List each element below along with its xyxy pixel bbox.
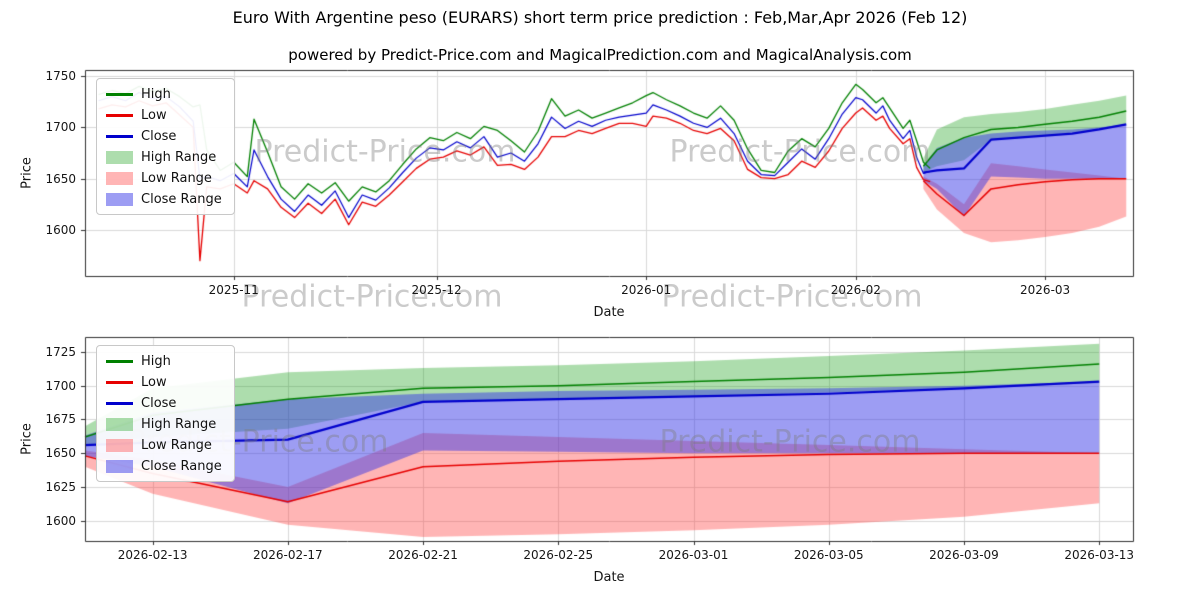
legend-patch-swatch: [106, 150, 133, 164]
legend-item: Low Range: [106, 437, 222, 453]
y-tick-label: 1625: [45, 479, 76, 494]
legend-item: Close Range: [106, 191, 222, 207]
watermark-text: Predict-Price.com: [669, 134, 931, 170]
legend-label: High: [141, 353, 171, 369]
y-axis-label: Price: [19, 423, 35, 455]
legend-label: Low Range: [141, 437, 212, 453]
y-tick-label: 1600: [45, 513, 76, 528]
watermark-text: Predict-Price.com: [241, 279, 503, 315]
x-tick-label: 2026-02-17: [252, 548, 323, 562]
legend-patch-swatch: [106, 459, 133, 473]
x-tick-label: 2026-03-05: [793, 548, 864, 562]
legend-line-swatch: [106, 134, 133, 138]
x-tick-label: 2026-02-25: [523, 548, 594, 562]
legend-item: Close: [106, 395, 222, 411]
x-axis-label: Date: [593, 570, 625, 585]
legend-line-swatch: [106, 359, 133, 363]
legend-label: Low: [141, 107, 167, 123]
legend-line-swatch: [106, 113, 133, 117]
y-tick-label: 1675: [45, 412, 76, 427]
y-tick-label: 1650: [45, 446, 76, 461]
legend-label: Close Range: [141, 458, 222, 474]
legend-item: Low: [106, 107, 222, 123]
legend-item: Close: [106, 128, 222, 144]
legend-line-swatch: [106, 401, 133, 405]
x-tick-label: 2026-02-21: [388, 548, 458, 562]
legend-item: Low: [106, 374, 222, 390]
watermark-text: Predict-Price.com: [661, 279, 923, 315]
legend-item: High: [106, 86, 222, 102]
y-tick-label: 1725: [45, 344, 76, 359]
legend-label: Close: [141, 128, 177, 144]
legend-label: Low Range: [141, 170, 212, 186]
legend-line-swatch: [106, 380, 133, 384]
y-tick-label: 1750: [45, 69, 76, 84]
legend-item: High: [106, 353, 222, 369]
x-tick-label: 2026-03-01: [658, 548, 729, 562]
y-tick-label: 1600: [45, 222, 76, 237]
legend-item: Low Range: [106, 170, 222, 186]
legend: High Low Close High Range Low Range Close Ran…: [96, 345, 235, 482]
legend-patch-swatch: [106, 417, 133, 431]
legend-label: High Range: [141, 416, 217, 432]
y-tick-label: 1700: [45, 378, 76, 393]
watermark-text: Predict-Price.com: [254, 134, 516, 170]
x-tick-label: 2026-02: [830, 283, 881, 297]
figure-title: Euro With Argentine peso (EURARS) short …: [232, 8, 968, 27]
legend-patch-swatch: [106, 192, 133, 206]
legend-item: High Range: [106, 149, 222, 165]
x-tick-label: 2026-02-13: [117, 548, 188, 562]
legend-label: High: [141, 86, 171, 102]
watermark-text: Predict-Price.com: [659, 424, 921, 460]
legend-patch-swatch: [106, 438, 133, 452]
x-tick-label: 2026-03-09: [929, 548, 999, 562]
legend-label: Close Range: [141, 191, 222, 207]
legend-item: Close Range: [106, 458, 222, 474]
legend-line-swatch: [106, 92, 133, 96]
x-tick-label: 2026-03-13: [1064, 548, 1135, 562]
x-tick-label: 2026-01: [621, 283, 672, 297]
legend-label: Close: [141, 395, 177, 411]
y-tick-label: 1700: [45, 120, 76, 135]
x-axis-label: Date: [593, 305, 625, 320]
legend: High Low Close High Range Low Range Close Ran…: [96, 78, 235, 215]
legend-item: High Range: [106, 416, 222, 432]
y-tick-label: 1650: [45, 171, 76, 186]
legend-label: High Range: [141, 149, 217, 165]
legend-patch-swatch: [106, 171, 133, 185]
y-axis-label: Price: [19, 157, 35, 189]
legend-label: Low: [141, 374, 167, 390]
x-tick-label: 2026-03: [1020, 283, 1071, 297]
x-tick-label: 2025-12: [411, 283, 462, 297]
x-tick-label: 2025-11: [208, 283, 259, 297]
powered-by-subtitle: powered by Predict-Price.com and Magical…: [288, 46, 912, 64]
